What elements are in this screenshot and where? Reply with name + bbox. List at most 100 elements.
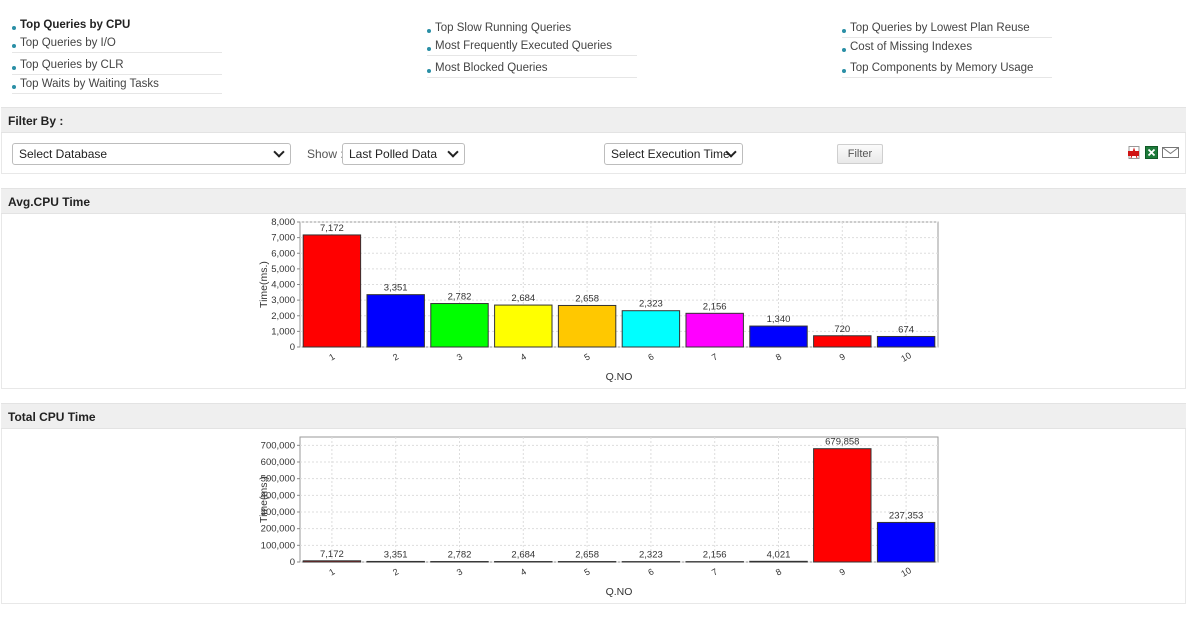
x-tick-label: 9: [838, 351, 847, 362]
data-label: 7,172: [320, 549, 344, 560]
total-cpu-time-header: Total CPU Time: [1, 403, 1186, 429]
x-tick-label: 3: [455, 351, 464, 362]
x-axis-label: Q.NO: [606, 586, 633, 598]
x-tick-label: 3: [455, 566, 464, 577]
data-label: 237,353: [889, 510, 923, 521]
x-tick-label: 8: [774, 351, 783, 362]
y-tick-label: 7,000: [271, 233, 295, 244]
y-tick-label: 4,000: [271, 280, 295, 291]
select-execution-time-dropdown[interactable]: Select Execution Time: [604, 143, 743, 165]
data-label: 7,172: [320, 223, 344, 234]
avg-cpu-time-panel: 0 1,000 2,000 3,000 4,000 5,000 6,000 7,000 8,00…: [1, 214, 1186, 389]
x-tick-label: 2: [391, 566, 400, 577]
nav-cost-of-missing-indexes[interactable]: Cost of Missing Indexes: [842, 38, 1052, 56]
y-tick-label: 5,000: [271, 264, 295, 275]
show-label: Show :: [307, 147, 344, 161]
nav-most-blocked-queries[interactable]: Most Blocked Queries: [427, 59, 637, 78]
data-label: 2,323: [639, 299, 663, 310]
y-tick-label: 500,000: [261, 474, 295, 485]
y-tick-label: 0: [290, 342, 295, 353]
x-tick-label: 1: [327, 566, 336, 577]
filter-panel: Select Database Show : Last Polled Data …: [1, 133, 1186, 174]
x-axis-label: Q.NO: [606, 371, 633, 383]
y-tick-label: 6,000: [271, 248, 295, 259]
y-tick-label: 0: [290, 557, 295, 568]
y-tick-label: 600,000: [261, 457, 295, 468]
x-tick-label: 10: [899, 565, 913, 579]
x-tick-label: 7: [710, 351, 719, 362]
pdf-icon[interactable]: [1128, 146, 1141, 159]
bar: [685, 312, 744, 348]
excel-icon[interactable]: [1145, 146, 1158, 159]
bar: [302, 560, 362, 563]
x-tick-label: 5: [582, 351, 591, 362]
nav-top-queries-by-lowest-plan-reuse[interactable]: Top Queries by Lowest Plan Reuse: [842, 19, 1052, 38]
data-label: 3,351: [384, 283, 408, 294]
total-cpu-time-chart: 0 100,000 200,000 300,000 400,000 500,000 600,…: [258, 436, 939, 598]
data-label: 674: [898, 324, 914, 335]
mail-icon[interactable]: [1162, 146, 1179, 159]
select-database-value: Select Database: [19, 147, 108, 161]
x-tick-label: 2: [391, 351, 400, 362]
bar: [813, 335, 872, 348]
bar: [876, 521, 936, 563]
nav-top-waits-by-waiting-tasks[interactable]: Top Waits by Waiting Tasks: [12, 75, 222, 94]
data-label: 2,658: [575, 550, 599, 561]
show-period-dropdown[interactable]: Last Polled Data: [342, 143, 465, 165]
nav-top-queries-by-io[interactable]: Top Queries by I/O: [12, 34, 222, 53]
data-label: 2,684: [511, 293, 535, 304]
filter-by-title: Filter By :: [8, 114, 64, 128]
chevron-down-icon: [447, 146, 459, 158]
chevron-down-icon: [273, 146, 285, 158]
bar: [494, 304, 553, 348]
x-tick-label: 10: [899, 350, 913, 364]
data-label: 2,156: [703, 301, 727, 312]
data-label: 2,782: [448, 550, 472, 561]
total-cpu-time-panel: 0 100,000 200,000 300,000 400,000 500,000 600,…: [1, 429, 1186, 604]
show-period-value: Last Polled Data: [349, 147, 438, 161]
nav-top-queries-by-clr[interactable]: Top Queries by CLR: [12, 56, 222, 75]
data-label: 3,351: [384, 549, 408, 560]
y-axis-label: Time(ms.): [258, 476, 270, 523]
data-label: 2,156: [703, 550, 727, 561]
nav-top-components-by-memory-usage[interactable]: Top Components by Memory Usage: [842, 59, 1052, 78]
bar: [557, 304, 617, 348]
avg-cpu-time-chart: 0 1,000 2,000 3,000 4,000 5,000 6,000 7,000 8,00…: [258, 217, 939, 383]
select-database-dropdown[interactable]: Select Database: [12, 143, 291, 165]
bar: [749, 325, 808, 348]
data-label: 720: [834, 324, 850, 335]
y-tick-label: 300,000: [261, 507, 295, 518]
nav-most-frequently-executed-queries[interactable]: Most Frequently Executed Queries: [427, 37, 637, 56]
x-tick-label: 4: [519, 566, 528, 577]
data-label: 2,684: [511, 550, 535, 561]
data-label: 1,340: [767, 314, 791, 325]
y-axis-label: Time(ms.): [258, 261, 270, 308]
nav-column-2: Top Slow Running Queries Most Frequently…: [427, 19, 637, 78]
y-tick-label: 3,000: [271, 295, 295, 306]
bar: [876, 335, 936, 348]
data-label: 2,782: [448, 292, 472, 303]
data-label: 2,323: [639, 550, 663, 561]
x-tick-label: 4: [519, 351, 528, 362]
y-tick-label: 200,000: [261, 524, 295, 535]
x-tick-label: 6: [646, 351, 655, 362]
filter-button[interactable]: Filter: [837, 144, 883, 164]
avg-cpu-time-title: Avg.CPU Time: [8, 195, 91, 209]
nav-column-1: Top Queries by CPU Top Queries by I/O To…: [12, 16, 222, 94]
avg-cpu-time-header: Avg.CPU Time: [1, 188, 1186, 214]
filter-by-header: Filter By :: [1, 107, 1186, 133]
nav-top-queries-by-cpu[interactable]: Top Queries by CPU: [12, 16, 222, 34]
bar: [621, 310, 681, 348]
bar: [749, 560, 808, 563]
nav-top-slow-running-queries[interactable]: Top Slow Running Queries: [427, 19, 637, 37]
bar: [366, 560, 425, 563]
bar: [430, 303, 489, 348]
data-label: 4,021: [767, 549, 791, 560]
y-tick-label: 100,000: [261, 540, 295, 551]
x-tick-label: 7: [710, 566, 719, 577]
data-label: 2,658: [575, 293, 599, 304]
nav-column-3: Top Queries by Lowest Plan Reuse Cost of…: [842, 19, 1052, 78]
total-cpu-time-title: Total CPU Time: [8, 410, 96, 424]
y-tick-label: 1,000: [271, 326, 295, 337]
x-tick-label: 8: [774, 566, 783, 577]
